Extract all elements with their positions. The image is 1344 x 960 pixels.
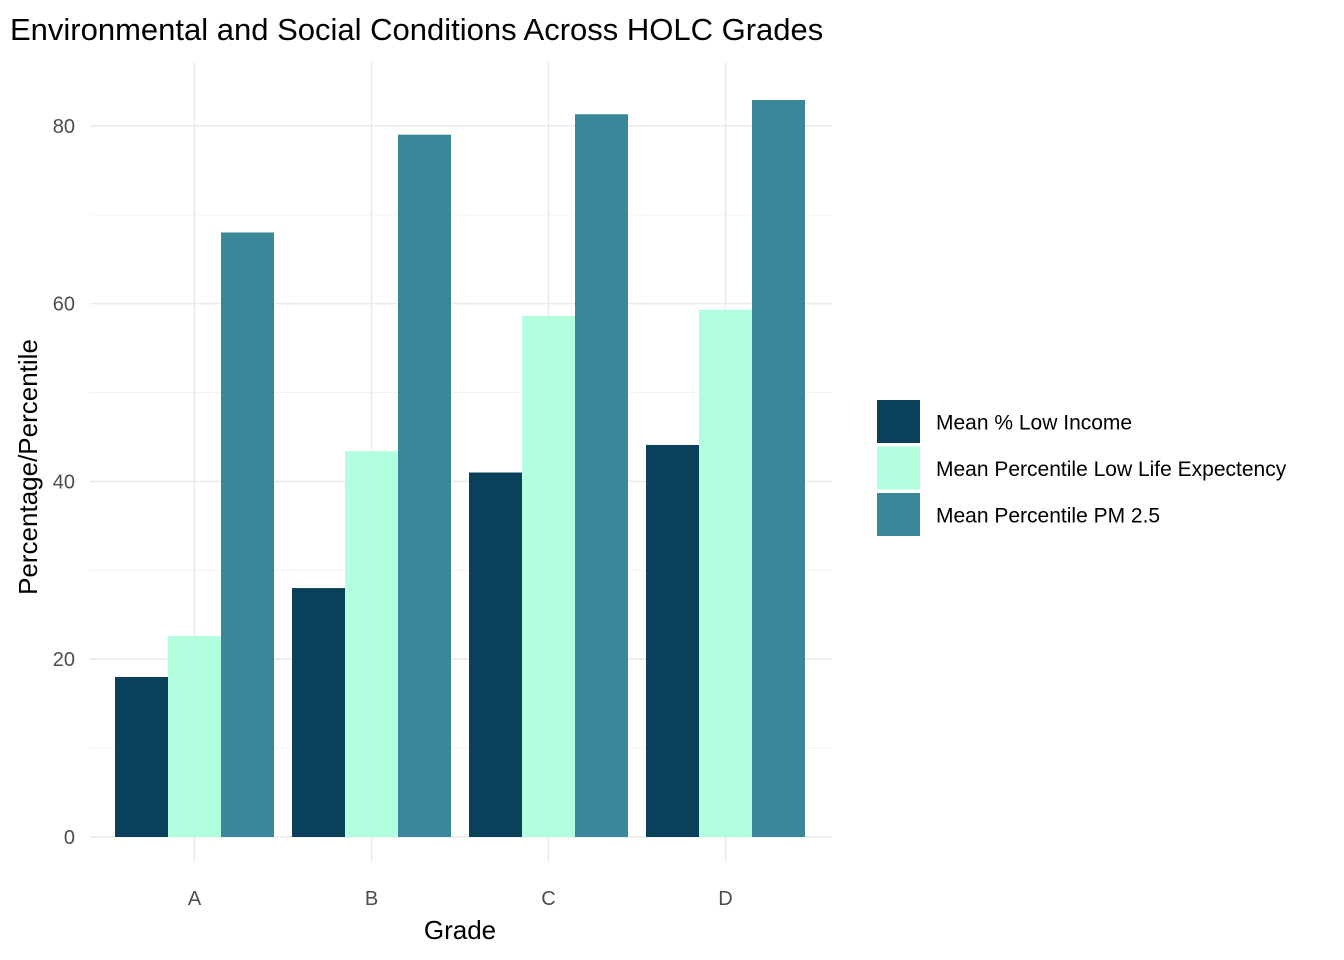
legend-label: Mean % Low Income — [936, 412, 1132, 435]
y-tick-label: 0 — [64, 827, 75, 849]
y-axis-title: Percentage/Percentile — [13, 339, 43, 595]
y-axis-ticks: 0 20 40 60 80 — [53, 116, 75, 849]
legend-key — [877, 446, 920, 490]
y-tick-label: 60 — [53, 294, 75, 316]
x-tick-label: A — [188, 888, 202, 910]
y-tick-label: 80 — [53, 116, 75, 138]
x-axis-ticks: A B C D — [188, 888, 733, 910]
x-axis-title: Grade — [424, 915, 496, 945]
bars — [115, 100, 805, 838]
bar — [646, 444, 699, 837]
bar — [469, 472, 522, 837]
x-tick-label: D — [718, 888, 732, 910]
bar — [752, 100, 805, 838]
legend-key — [877, 400, 920, 443]
legend-key — [877, 493, 920, 536]
y-tick-label: 40 — [53, 471, 75, 493]
bar — [115, 676, 168, 837]
x-tick-label: B — [365, 888, 378, 910]
y-tick-label: 20 — [53, 649, 75, 671]
legend: Mean % Low Income Mean Percentile Low Lif… — [877, 400, 1287, 536]
bar — [522, 316, 575, 837]
legend-label: Mean Percentile Low Life Expectency — [936, 458, 1287, 481]
bar — [221, 232, 274, 838]
bar — [398, 134, 451, 837]
bar — [699, 309, 752, 837]
bar — [575, 114, 628, 838]
bar — [345, 451, 398, 837]
chart-title: Environmental and Social Conditions Acro… — [10, 12, 823, 47]
bar — [168, 636, 221, 837]
legend-label: Mean Percentile PM 2.5 — [936, 505, 1160, 528]
bar — [292, 588, 345, 837]
x-tick-label: C — [541, 888, 555, 910]
